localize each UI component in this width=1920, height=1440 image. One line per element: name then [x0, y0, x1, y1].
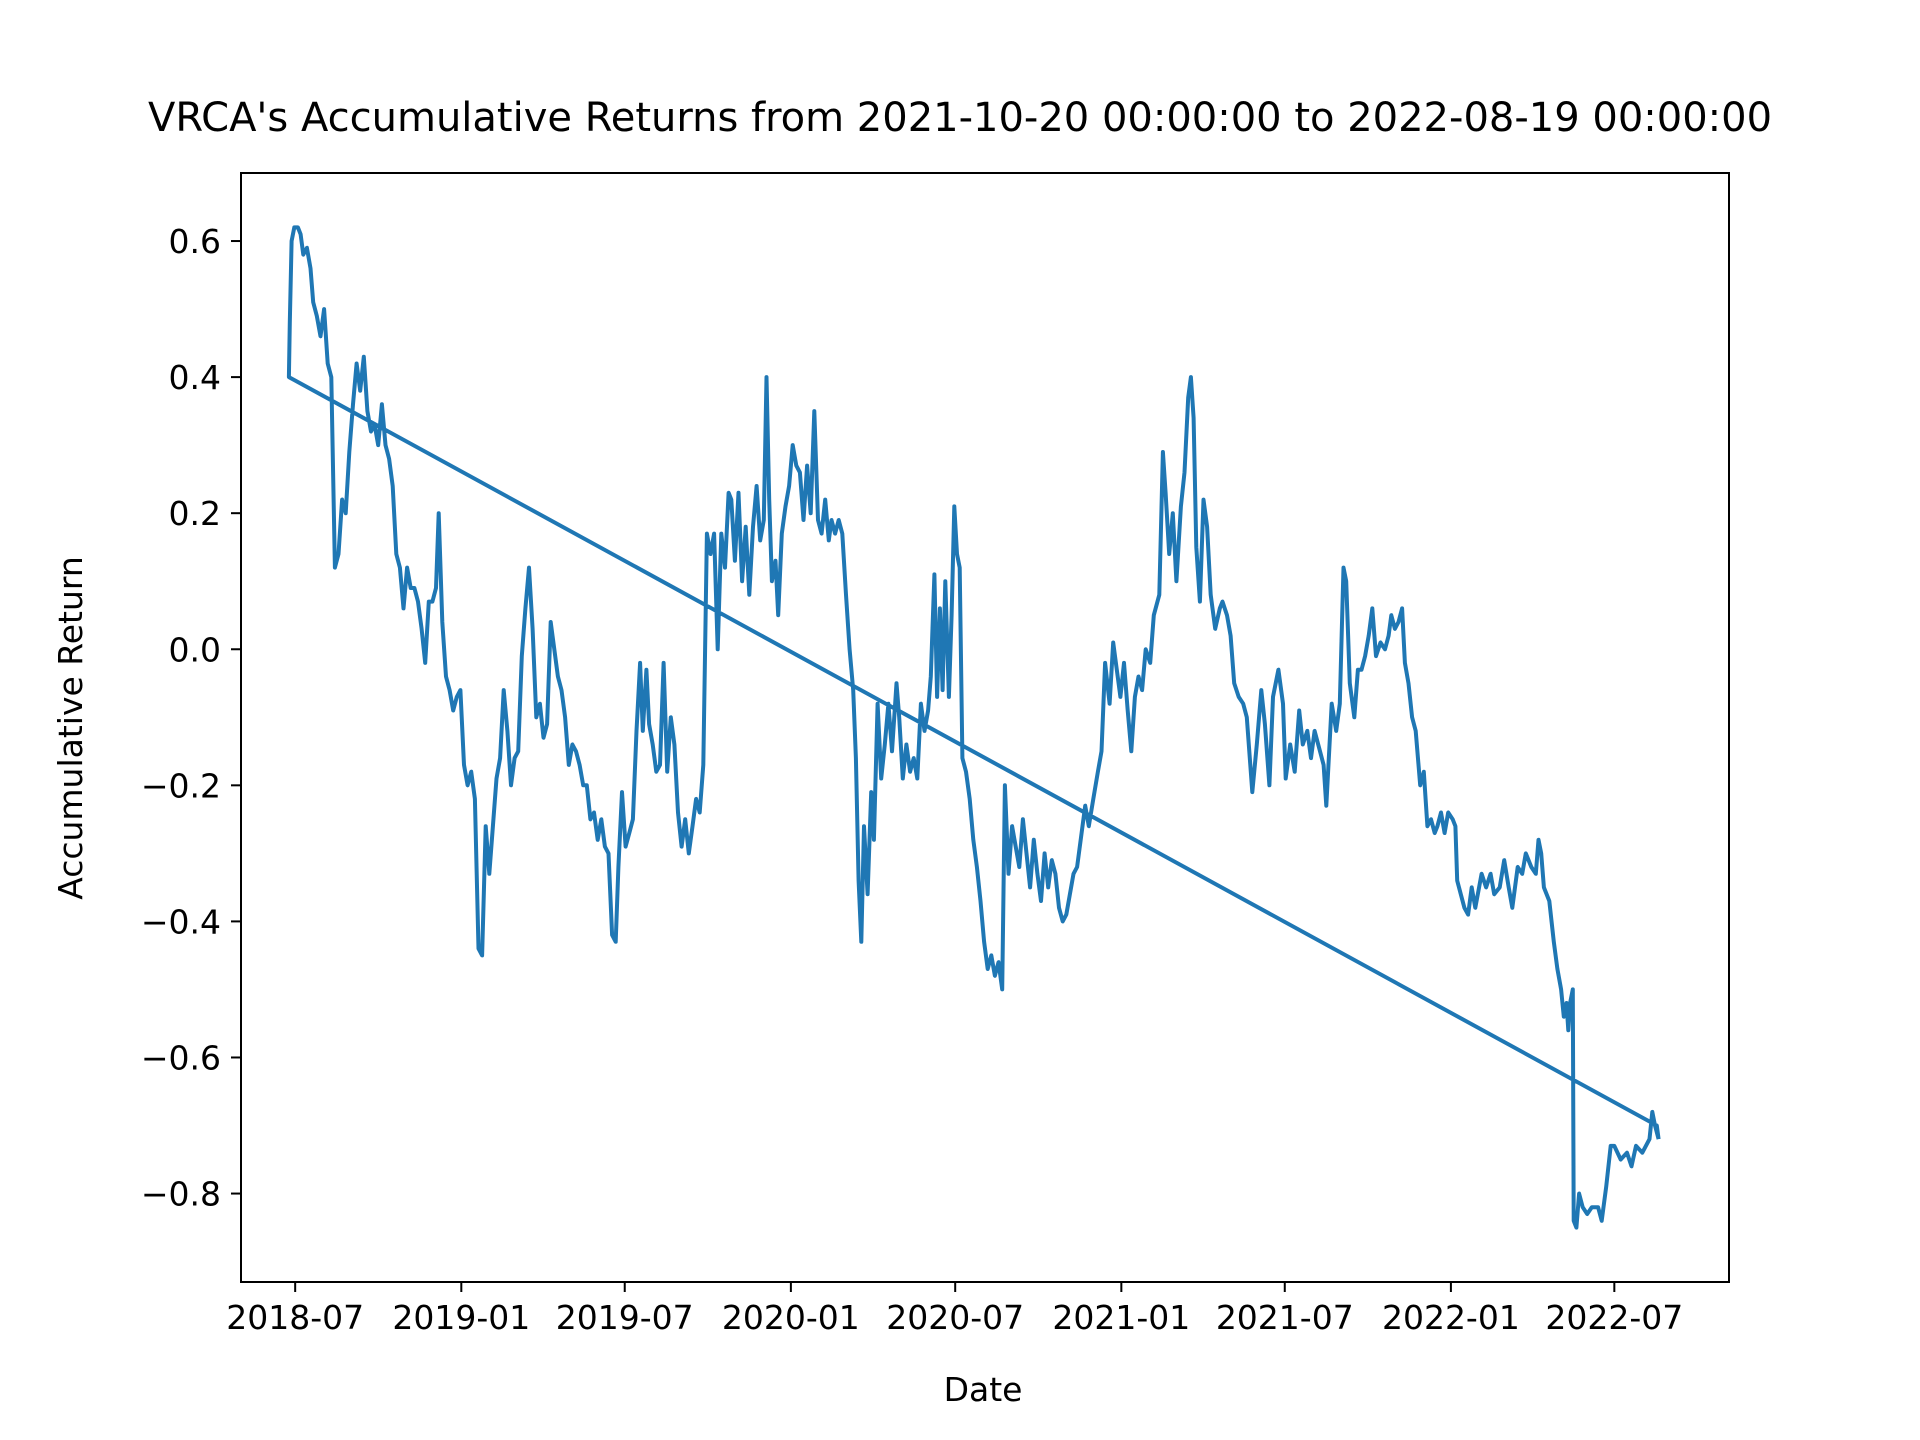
y-tick-label: 0.2	[169, 494, 221, 533]
chart-title: VRCA's Accumulative Returns from 2021-10…	[148, 95, 1772, 141]
x-tick-label: 2021-07	[1216, 1298, 1354, 1337]
x-tick-label: 2020-07	[886, 1298, 1024, 1337]
y-tick-label: 0.0	[169, 630, 221, 669]
x-tick-label: 2022-07	[1545, 1298, 1683, 1337]
y-tick-label: −0.4	[141, 902, 221, 941]
x-axis-label: Date	[944, 1370, 1023, 1409]
y-axis-label: Accumulative Return	[51, 556, 90, 900]
series-line	[286, 225, 1661, 1230]
x-tick-label: 2020-01	[722, 1298, 860, 1337]
x-axis-ticks: 2018-07 2019-01 2019-07 2020-01 2020-07 2021-…	[226, 1282, 1683, 1337]
y-axis-ticks: 0.6 0.4 0.2 0.0 −0.2 −0.4 −0.6 −0.8	[141, 222, 241, 1214]
x-tick-label: 2018-07	[226, 1298, 364, 1337]
y-tick-label: −0.2	[141, 766, 221, 805]
plot-area	[286, 225, 1661, 1230]
x-tick-label: 2022-01	[1382, 1298, 1520, 1337]
y-tick-label: −0.8	[141, 1175, 221, 1214]
x-tick-label: 2021-01	[1052, 1298, 1190, 1337]
y-tick-label: 0.4	[169, 358, 221, 397]
axes-frame	[240, 172, 1730, 1283]
x-tick-label: 2019-01	[392, 1298, 530, 1337]
x-tick-label: 2019-07	[556, 1298, 694, 1337]
y-tick-label: −0.6	[141, 1038, 221, 1077]
y-tick-label: 0.6	[169, 222, 221, 261]
